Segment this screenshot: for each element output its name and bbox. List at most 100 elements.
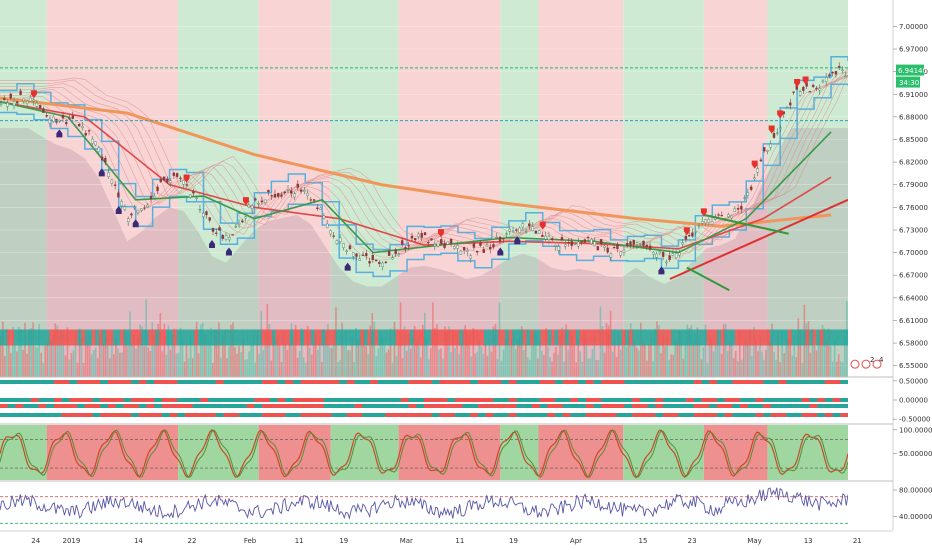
volume-strip-cell xyxy=(756,329,760,346)
price-pane[interactable] xyxy=(0,0,893,377)
trend-line-1[interactable] xyxy=(686,266,730,292)
volume-bar xyxy=(627,331,630,377)
volume-bar xyxy=(506,334,509,377)
trend-ribbon-cell xyxy=(23,413,32,417)
trend-ribbon-cell xyxy=(370,404,379,408)
candle-body xyxy=(257,203,260,205)
volume-bar xyxy=(341,322,343,377)
candle-body xyxy=(485,244,489,247)
candle-body xyxy=(273,193,277,198)
volume-strip-cell xyxy=(169,329,174,346)
candle-body xyxy=(117,192,120,198)
candle-body xyxy=(498,236,502,242)
volume-strip-cell xyxy=(689,329,693,346)
event-badge-icon[interactable] xyxy=(861,359,871,369)
volume-bar xyxy=(555,346,557,377)
volume-bar xyxy=(666,338,668,377)
buy-signal-icon xyxy=(209,239,215,248)
time-axis[interactable]: 24 2019 14 22 Feb 11 19 Mar 11 19 Apr 15 23 May 13 21 xyxy=(0,376,932,550)
volume-bar xyxy=(795,357,798,377)
volume-strip-cell xyxy=(505,329,509,346)
trend-ribbon-cell xyxy=(678,413,687,417)
volume-bar xyxy=(478,341,481,377)
candle-body xyxy=(687,235,691,237)
volume-bar xyxy=(615,357,618,377)
volume-strip-cell xyxy=(385,329,389,346)
volume-bar xyxy=(531,332,533,377)
volume-bar xyxy=(591,349,594,377)
price-axis[interactable]: 7.000006.970006.940006.910006.880006.850… xyxy=(848,0,932,530)
trend-ribbon-cell xyxy=(424,398,433,402)
volume-strip-cell xyxy=(289,329,294,346)
price-tick-label: 6.55000 xyxy=(899,362,928,370)
volume-strip-cell xyxy=(632,329,637,346)
volume-bar xyxy=(175,353,178,377)
candle-body xyxy=(208,217,211,221)
volume-strip-cell xyxy=(597,329,601,346)
volume-bar xyxy=(563,361,565,377)
trend-ribbon-cell xyxy=(100,398,109,402)
trend-ribbon-pane[interactable] xyxy=(0,377,849,423)
event-badge-icon[interactable] xyxy=(850,359,860,369)
trend-ribbon-cell xyxy=(115,380,124,384)
volume-bar xyxy=(426,339,428,377)
trend-ribbon-cell xyxy=(100,380,109,384)
volume-bar xyxy=(749,330,751,377)
volume-bar xyxy=(401,358,404,377)
candle-body xyxy=(792,91,795,93)
volume-bar xyxy=(361,329,364,377)
rsi-pane[interactable] xyxy=(0,482,893,530)
buy-signal-icon xyxy=(497,247,504,256)
trend-ribbon-cell xyxy=(185,398,194,402)
volume-strip-cell xyxy=(547,329,552,346)
volume-bar xyxy=(185,342,188,377)
volume-strip-cell xyxy=(303,329,308,346)
candle-body xyxy=(462,247,466,251)
trend-ribbon-cell xyxy=(747,380,756,384)
volume-bar xyxy=(102,343,105,377)
volume-strip-cell xyxy=(653,329,658,346)
volume-strip-cell xyxy=(144,329,149,346)
volume-strip-cell xyxy=(434,329,439,346)
volume-bar xyxy=(526,357,529,377)
volume-bar xyxy=(545,328,547,377)
trend-ribbon-cell xyxy=(570,398,579,402)
trend-line-0[interactable] xyxy=(669,198,849,280)
volume-bar xyxy=(365,345,368,377)
trend-ribbon-cell xyxy=(223,398,232,402)
volume-bar xyxy=(197,353,200,377)
time-tick-label: 21 xyxy=(853,537,862,545)
volume-bar xyxy=(730,330,733,377)
volume-strip-cell xyxy=(325,329,329,346)
volume-strip-cell xyxy=(381,329,386,346)
price-tick-label: 6.82000 xyxy=(899,159,928,167)
candle-body xyxy=(844,75,847,78)
candle-body xyxy=(838,66,841,68)
volume-bar xyxy=(577,339,580,377)
volume-bar xyxy=(633,340,636,377)
trend-ribbon-cell xyxy=(408,398,417,402)
candle-body xyxy=(394,249,397,254)
candle-body xyxy=(590,239,593,244)
volume-strip-cell xyxy=(151,329,156,346)
trend-ribbon-cell xyxy=(53,404,62,408)
volume-bar xyxy=(751,355,753,377)
time-tick-label: 11 xyxy=(455,537,464,545)
stochastic-pane[interactable] xyxy=(0,425,893,480)
trend-ribbon-cell xyxy=(223,413,232,417)
event-badge-icon[interactable] xyxy=(872,359,882,369)
trend-ribbon-cell xyxy=(123,404,132,408)
volume-strip-cell xyxy=(38,329,43,346)
volume-bar xyxy=(541,350,543,377)
trend-ribbon-cell xyxy=(23,380,32,384)
volume-strip-cell xyxy=(367,329,372,346)
candle-body xyxy=(537,230,541,234)
candle-body xyxy=(564,244,567,247)
trend-ribbon-cell xyxy=(277,413,286,417)
volume-bar xyxy=(20,329,22,377)
trend-ribbon-cell xyxy=(447,380,456,384)
candle-body xyxy=(61,114,65,119)
price-tick-label: 6.88000 xyxy=(899,113,928,121)
trend-line-2[interactable] xyxy=(703,213,789,235)
